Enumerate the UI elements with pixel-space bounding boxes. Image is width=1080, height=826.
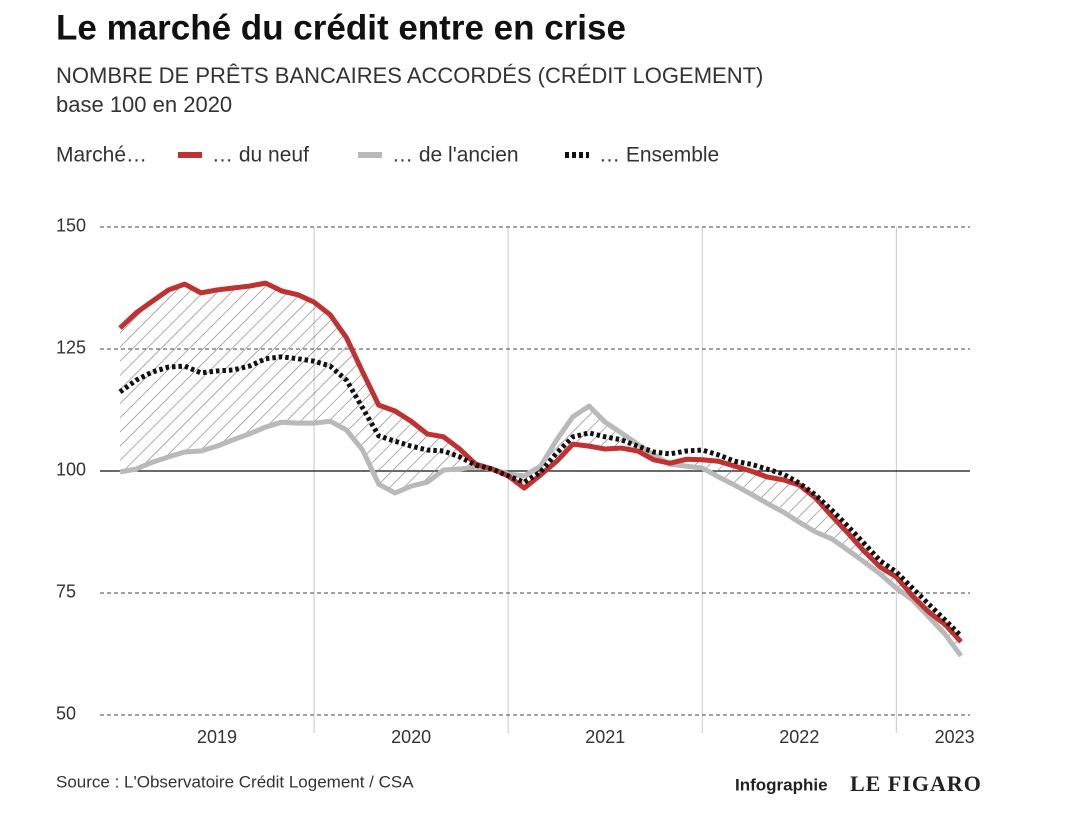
y-label: base 100 en 2020 [56,92,232,117]
credit: Infographie [735,775,828,794]
legend-label: … Ensemble [599,144,719,167]
x-tick-label: 2023 [935,727,975,747]
y-tick-label: 75 [56,581,76,601]
x-tick-label: 2022 [779,727,819,747]
source: Source : L'Observatoire Crédit Logement … [56,772,414,791]
series-line [119,403,964,658]
y-tick-label: 125 [56,337,86,357]
legend-title: Marché… [56,144,147,167]
plot: 50 75 100 125 150 2019 2020 2021 2022 2023 … du ne… [56,144,975,747]
logo: LE FIGARO [850,771,982,796]
series-line [118,280,963,644]
x-tick-label: 2019 [197,727,237,747]
series-line [118,354,963,638]
chart-subtitle: NOMBRE DE PRÊTS BANCAIRES ACCORDÉS (CRÉD… [56,63,763,88]
y-tick-label: 100 [56,459,86,479]
chart-title: Le marché du crédit entre en crise [56,8,626,47]
x-tick-label: 2021 [585,727,625,747]
x-tick-label: 2020 [391,727,431,747]
y-tick-label: 150 [56,215,86,235]
y-tick-label: 50 [56,703,76,723]
legend-label: … du neuf [212,144,309,167]
legend-label: … de l'ancien [392,144,519,167]
